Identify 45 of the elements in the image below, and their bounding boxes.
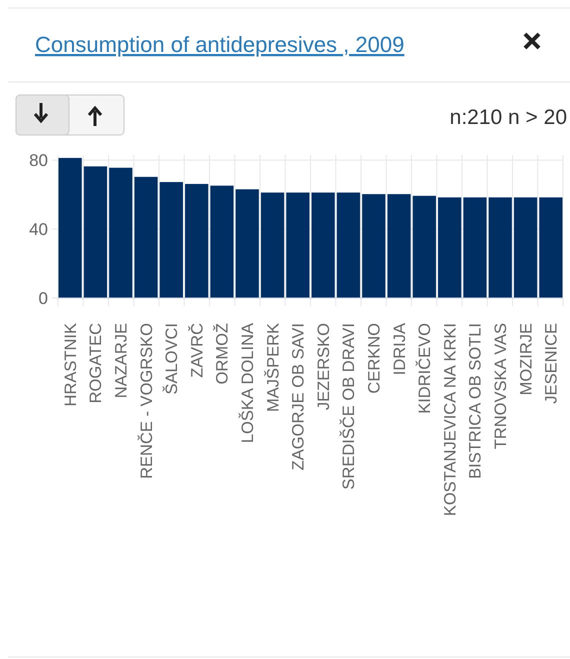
bar	[438, 197, 462, 298]
x-tick-label: SREDIŠČE OB DRAVI	[339, 323, 358, 490]
bar	[236, 189, 259, 298]
bar	[58, 158, 82, 298]
x-tick-label: HRASTNIK	[62, 323, 80, 406]
x-tick-label: MOZIRJE	[517, 323, 536, 396]
x-tick-label: CERKNO	[366, 322, 384, 394]
bar	[260, 192, 284, 298]
bar	[362, 194, 386, 298]
x-tick-label: LOŠKA DOLINA	[238, 323, 258, 444]
x-tick-label: ŠALOVCI	[162, 323, 182, 395]
text: n:210 n > 20	[450, 106, 567, 129]
bar	[312, 192, 335, 298]
x-tick-label: TRNOVSKA VAS	[492, 323, 510, 450]
x-tick-label: ZAVRČ	[187, 322, 206, 378]
x-tick-label: IDRIJA	[390, 323, 409, 376]
bar	[463, 197, 487, 298]
y-tick-label: 40	[29, 220, 48, 240]
x-tick-label: RENČE - VOGRSKO	[136, 322, 156, 479]
x-tick-label: ORMOŽ	[212, 323, 232, 384]
y-tick-label: 80	[29, 151, 48, 170]
bar	[109, 168, 132, 298]
bar	[514, 197, 538, 298]
x-tick-label: ZAGORJE OB SAVI	[290, 323, 308, 470]
bar	[539, 197, 562, 298]
x-tick-label: KIDRIČEVO	[415, 322, 434, 414]
x-tick-label: JEZERSKO	[314, 322, 333, 410]
bar	[134, 176, 158, 298]
bar	[412, 196, 436, 298]
bar	[286, 192, 310, 298]
x-tick-label: BISTRICA OB SOTLI	[466, 323, 485, 479]
x-tick-label: NAZARJE	[112, 323, 131, 398]
bar	[488, 197, 512, 298]
x-tick-label: KOSTANJEVICA NA KRKI	[441, 323, 460, 516]
bar	[160, 182, 183, 298]
bar	[336, 192, 360, 298]
bar	[84, 166, 108, 298]
y-tick-label: 0	[38, 288, 48, 308]
chart-title: Consumption of antidepresives , 2009	[35, 32, 404, 57]
x-tick-label: JESENICE	[542, 323, 561, 404]
x-tick-label: ROGATEC	[87, 322, 106, 404]
bar	[387, 194, 411, 298]
bar	[210, 186, 234, 298]
x-tick-label: MAJŠPERK	[263, 323, 282, 412]
bar	[185, 184, 208, 298]
